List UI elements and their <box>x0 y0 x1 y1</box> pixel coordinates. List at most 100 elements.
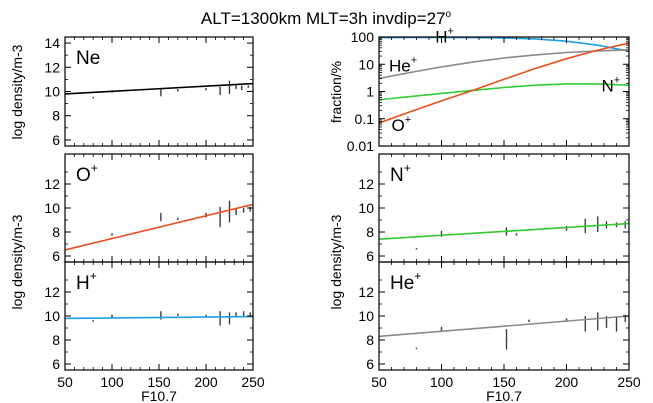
panel-hplus: 50 100 150 200 250 6 8 10 12 F10.7 log density/m-3… <box>9 214 265 403</box>
scatter-point <box>415 248 418 250</box>
figure-title: ALT=1300km MLT=3h invdip=27o <box>201 9 452 28</box>
plot-area <box>65 80 253 99</box>
scatter-point <box>111 315 113 317</box>
scatter-point <box>92 96 94 99</box>
curve-label: He+ <box>389 54 417 75</box>
panels: 6 8 10 12 14 log density/m-3 Ne 0.01 0.1 1 10 100 fr… <box>9 26 641 403</box>
panel-label: O+ <box>76 161 98 186</box>
panel-nplus: 6 8 10 12 N+ <box>358 153 630 264</box>
series-line-He+ <box>379 49 629 80</box>
scatter-point <box>615 322 618 324</box>
scatter-point <box>515 233 518 236</box>
x-axis-label: F10.7 <box>486 388 522 403</box>
y-tick-label: 6 <box>366 248 374 264</box>
y-tick-label: 8 <box>52 108 60 124</box>
figure-title-degree: o <box>446 9 452 20</box>
y-axis-label: log density/m-3 <box>328 214 344 309</box>
x-axis-label: F10.7 <box>141 388 177 403</box>
series-line-0 <box>65 315 253 320</box>
y-tick-label: 0.01 <box>347 138 374 154</box>
series-line-0 <box>65 82 253 95</box>
panel-heplus: 50 100 150 200 250 6 8 10 12 F10.7 log density/m-3… <box>328 214 641 403</box>
panel-label: N+ <box>390 161 411 186</box>
scatter-point <box>111 233 113 236</box>
x-tick-label: 50 <box>371 374 387 390</box>
y-tick-label: 6 <box>52 248 60 264</box>
scatter-point <box>228 212 231 214</box>
x-tick-label: 150 <box>492 374 516 390</box>
curve-label: H+ <box>435 26 454 47</box>
scatter-point <box>624 224 627 226</box>
y-tick-label: 8 <box>366 224 374 240</box>
series-line-0 <box>379 315 629 338</box>
y-axis-label: log density/m-3 <box>9 214 25 309</box>
y-tick-label: 10 <box>44 200 60 216</box>
axes-frame <box>378 153 630 263</box>
y-tick-label: 12 <box>358 176 374 192</box>
x-tick-label: 200 <box>194 374 218 390</box>
y-tick-label: 10 <box>358 56 374 72</box>
curve-label: O+ <box>392 114 412 135</box>
y-axis-label: log density/m-3 <box>9 44 25 139</box>
y-tick-label: 100 <box>351 29 375 45</box>
y-tick-label: 8 <box>366 332 374 348</box>
scatter-point <box>605 320 608 322</box>
panel-label: He+ <box>390 269 421 294</box>
y-tick-label: 10 <box>44 308 60 324</box>
scatter-point <box>228 87 231 89</box>
curve-label: N+ <box>602 75 621 96</box>
scatter-point <box>160 216 162 219</box>
scatter-point <box>242 312 245 315</box>
y-axis-label: fraction/% <box>328 61 344 123</box>
y-tick-label: 8 <box>52 332 60 348</box>
plot-area <box>379 312 629 350</box>
x-tick-label: 200 <box>555 374 579 390</box>
panel-fraction: 0.01 0.1 1 10 100 fraction/% H+ He+ N+ O+ <box>328 26 630 154</box>
scatter-point <box>249 208 251 210</box>
scatter-point <box>228 317 231 320</box>
series-line-0 <box>65 203 253 251</box>
plot-area <box>65 311 253 326</box>
x-tick-label: 250 <box>617 374 641 390</box>
plot-area <box>379 216 629 250</box>
x-tick-label: 150 <box>147 374 171 390</box>
y-tick-label: 8 <box>52 224 60 240</box>
scatter-point <box>92 320 94 322</box>
scatter-point <box>505 339 508 341</box>
y-tick-label: 12 <box>44 176 60 192</box>
scatter-point <box>205 315 207 317</box>
scatter-point <box>205 88 207 90</box>
series-line-0 <box>379 222 629 240</box>
plot-area <box>379 37 629 124</box>
y-tick-label: 12 <box>44 284 60 300</box>
scatter-point <box>235 85 237 88</box>
scatter-point <box>177 314 179 316</box>
scatter-point <box>160 315 162 317</box>
y-tick-label: 6 <box>52 132 60 148</box>
panel-ne: 6 8 10 12 14 log density/m-3 Ne <box>9 35 254 148</box>
x-tick-label: 100 <box>430 374 454 390</box>
scatter-point <box>249 314 251 316</box>
scatter-point <box>177 89 179 92</box>
x-tick-label: 50 <box>57 374 73 390</box>
y-tick-label: 10 <box>358 308 374 324</box>
x-tick-label: 250 <box>241 374 265 390</box>
scatter-point <box>596 320 599 322</box>
scatter-point <box>235 314 237 316</box>
y-tick-label: 6 <box>52 356 60 372</box>
scatter-point <box>584 226 587 228</box>
y-tick-label: 12 <box>358 284 374 300</box>
y-tick-label: 14 <box>44 35 60 51</box>
y-tick-label: 12 <box>44 59 60 75</box>
scatter-point <box>584 322 587 324</box>
scatter-point <box>160 91 162 94</box>
scatter-point <box>440 328 443 330</box>
panel-label: H+ <box>76 269 97 294</box>
panel-label: Ne <box>76 48 100 69</box>
scatter-point <box>177 218 179 220</box>
figure-title-text: ALT=1300km MLT=3h invdip=27 <box>201 9 446 28</box>
scatter-point <box>219 216 221 219</box>
scatter-point <box>528 320 530 322</box>
